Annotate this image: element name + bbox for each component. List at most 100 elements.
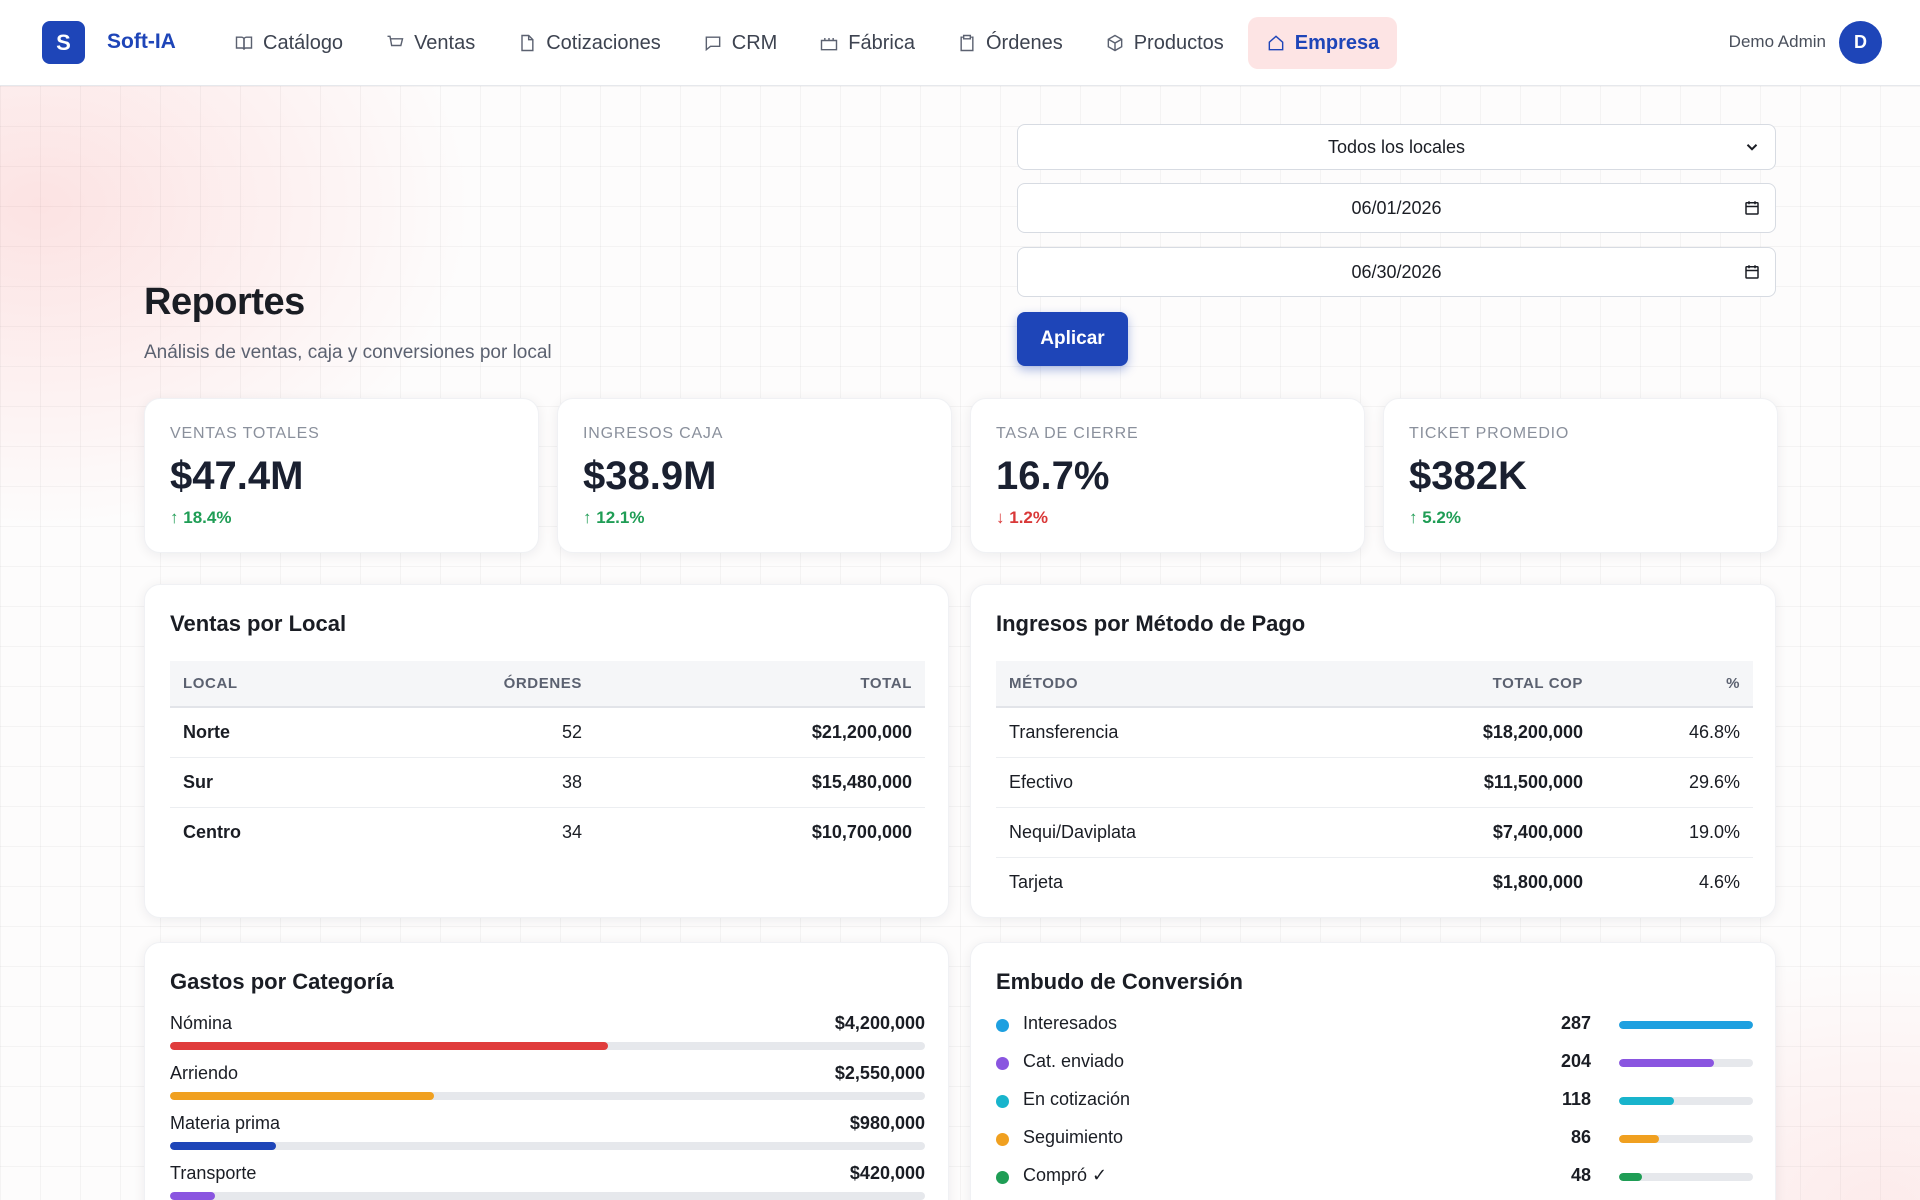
stage-dot	[996, 1057, 1009, 1070]
expense-amount: $420,000	[849, 1163, 925, 1183]
stage-name: Compró ✓	[1023, 1165, 1108, 1185]
expense-bar-fill	[170, 1192, 216, 1200]
location-name: Norte	[170, 707, 450, 758]
cart-icon	[387, 35, 404, 47]
nav-item-label: Fábrica	[848, 31, 915, 54]
factory-icon	[821, 38, 838, 51]
order-count: 52	[450, 707, 595, 758]
expense-name: Transporte	[170, 1163, 257, 1183]
stage-bar-track	[1619, 1173, 1753, 1181]
stage-count: 204	[1560, 1051, 1591, 1071]
table-row: Efectivo $11,500,000 29.6%	[996, 757, 1753, 808]
sales-by-location-table: LOCAL ÓRDENES TOTAL Norte 52 $21,200,000…	[170, 661, 925, 857]
brand-name[interactable]: Soft-IA	[107, 30, 176, 53]
expenses-panel: Gastos por Categoría Nómina $4,200,000 A…	[144, 942, 949, 1200]
funnel-row: Cat. enviado 204	[996, 1051, 1753, 1075]
stage-dot	[996, 1133, 1009, 1146]
calendar-icon[interactable]	[1743, 263, 1761, 281]
nav-item-crm[interactable]: CRM	[685, 17, 796, 69]
order-count: 38	[450, 757, 595, 808]
box-icon	[1107, 34, 1123, 52]
stage-bar-track	[1619, 1097, 1753, 1105]
column-header: TOTAL COP	[1396, 661, 1596, 708]
nav-item-ordenes[interactable]: Órdenes	[939, 17, 1081, 69]
document-icon	[521, 34, 534, 52]
location-select-value: Todos los locales	[1327, 136, 1466, 157]
calendar-icon[interactable]	[1743, 199, 1761, 217]
column-header: %	[1596, 661, 1753, 708]
arrow-up-icon: ↑	[583, 508, 592, 527]
table-header-row: MÉTODO TOTAL COP %	[996, 661, 1753, 708]
method-name: Nequi/Daviplata	[996, 807, 1396, 858]
location-name: Sur	[170, 757, 450, 808]
stage-name: Seguimiento	[1023, 1127, 1124, 1147]
method-percent: 4.6%	[1698, 871, 1740, 892]
logo-icon[interactable]: S	[42, 21, 85, 64]
kpi-delta: ↑ 18.4%	[170, 508, 231, 528]
kpi-delta-value: 12.1%	[596, 508, 645, 527]
expense-name: Materia prima	[170, 1113, 281, 1133]
column-header: TOTAL	[595, 661, 925, 708]
sales-by-location-panel: Ventas por Local LOCAL ÓRDENES TOTAL Nor…	[144, 584, 949, 918]
nav-item-empresa[interactable]: Empresa	[1247, 17, 1398, 69]
kpi-label: TICKET PROMEDIO	[1409, 425, 1570, 442]
table-row: Tarjeta $1,800,000 4.6%	[996, 857, 1753, 907]
date-to-value: 06/30/2026	[1351, 261, 1442, 282]
kpi-delta: ↑ 12.1%	[583, 508, 644, 528]
kpi-value: $47.4M	[170, 454, 304, 498]
expense-bar-track	[170, 1042, 925, 1050]
top-navbar: S Soft-IA Catálogo Ventas Cotizaciones C…	[0, 0, 1920, 86]
kpi-delta: ↓ 1.2%	[996, 508, 1048, 528]
expense-bar-track	[170, 1192, 925, 1200]
kpi-card-tasa-cierre: TASA DE CIERRE 16.7% ↓ 1.2%	[970, 398, 1365, 553]
nav-item-label: Órdenes	[986, 31, 1063, 54]
apply-button[interactable]: Aplicar	[1017, 312, 1128, 366]
stage-name: En cotización	[1023, 1089, 1131, 1109]
nav-item-cotizaciones[interactable]: Cotizaciones	[499, 17, 679, 69]
stage-dot	[996, 1171, 1009, 1184]
stage-bar-track	[1619, 1021, 1753, 1029]
stage-name: Cat. enviado	[1023, 1051, 1125, 1071]
kpi-delta-value: 1.2%	[1009, 508, 1048, 527]
user-name[interactable]: Demo Admin	[1728, 32, 1826, 51]
stage-count: 118	[1561, 1089, 1591, 1109]
kpi-card-ventas-totales: VENTAS TOTALES $47.4M ↑ 18.4%	[144, 398, 539, 553]
kpi-label: TASA DE CIERRE	[996, 425, 1139, 442]
stage-dot	[996, 1095, 1009, 1108]
method-total: $1,800,000	[1492, 871, 1583, 892]
expense-name: Arriendo	[170, 1063, 239, 1083]
avatar[interactable]: D	[1839, 21, 1882, 64]
nav-item-label: Empresa	[1294, 31, 1380, 54]
table-row: Transferencia $18,200,000 46.8%	[996, 707, 1753, 758]
total-amount: $10,700,000	[811, 821, 912, 842]
nav-item-catalogo[interactable]: Catálogo	[216, 17, 361, 69]
clipboard-icon	[960, 34, 974, 52]
funnel-row: Interesados 287	[996, 1013, 1753, 1037]
column-header: ÓRDENES	[450, 661, 595, 708]
location-name: Centro	[183, 821, 241, 842]
nav-item-fabrica[interactable]: Fábrica	[801, 17, 933, 69]
nav-item-label: Productos	[1133, 31, 1224, 54]
date-from-input[interactable]: 06/01/2026	[1017, 183, 1776, 233]
arrow-up-icon: ↑	[170, 508, 179, 527]
funnel-row: Seguimiento 86	[996, 1127, 1753, 1151]
method-name: Transferencia	[996, 707, 1396, 758]
kpi-card-ingresos-caja: INGRESOS CAJA $38.9M ↑ 12.1%	[557, 398, 952, 553]
nav-item-ventas[interactable]: Ventas	[367, 17, 493, 69]
table-row: Nequi/Daviplata $7,400,000 19.0%	[996, 807, 1753, 858]
page-title: Reportes	[144, 281, 305, 323]
column-header: MÉTODO	[996, 661, 1396, 708]
kpi-value: $382K	[1409, 454, 1527, 498]
stage-dot	[996, 1019, 1009, 1032]
date-to-input[interactable]: 06/30/2026	[1017, 247, 1776, 297]
nav-item-productos[interactable]: Productos	[1087, 17, 1242, 69]
kpi-label: INGRESOS CAJA	[583, 425, 724, 442]
table-row: Norte 52 $21,200,000	[170, 707, 925, 758]
location-select[interactable]: Todos los locales	[1017, 124, 1776, 170]
total-amount: $21,200,000	[595, 707, 925, 758]
kpi-card-ticket-promedio: TICKET PROMEDIO $382K ↑ 5.2%	[1383, 398, 1778, 553]
kpi-delta-value: 18.4%	[183, 508, 232, 527]
funnel-row: En cotización 118	[996, 1089, 1753, 1113]
panel-title: Ventas por Local	[170, 611, 347, 636]
nav-item-label: Cotizaciones	[546, 31, 661, 54]
